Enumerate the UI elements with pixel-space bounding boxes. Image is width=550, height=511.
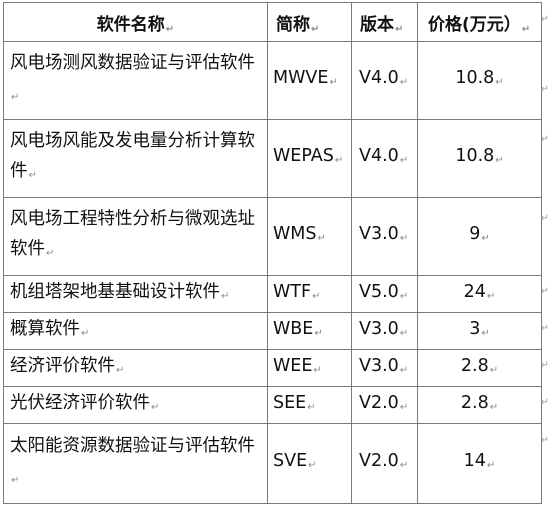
version-cell: V5.0↵ — [351, 275, 418, 313]
row-end-mark-icon: ↵ — [540, 134, 549, 145]
price-cell: 9↵ — [417, 197, 542, 276]
abbreviation-cell: WEPAS↵ — [267, 119, 352, 198]
software-name-cell: 太阳能资源数据验证与评估软件↵ — [3, 423, 268, 504]
table-row: 风电场工程特性分析与微观选址软件↵ WMS↵ V3.0↵ 9↵ — [3, 197, 542, 276]
price-cell: 14↵ — [417, 423, 542, 504]
table-row: 风电场测风数据验证与评估软件↵ MWVE↵ V4.0↵ 10.8↵ — [3, 41, 542, 120]
header-price: 价格(万元）↵ — [417, 2, 542, 42]
row-end-mark-icon: ↵ — [540, 14, 549, 25]
software-name-cell: 光伏经济评价软件↵ — [3, 386, 268, 424]
software-name-cell: 机组塔架地基基础设计软件↵ — [3, 275, 268, 313]
version-cell: V2.0↵ — [351, 423, 418, 504]
abbreviation-cell: SVE↵ — [267, 423, 352, 504]
software-name-cell: 概算软件↵ — [3, 312, 268, 350]
price-cell: 3↵ — [417, 312, 542, 350]
row-end-mark-icon: ↵ — [540, 360, 549, 371]
abbreviation-cell: WEE↵ — [267, 349, 352, 387]
price-cell: 10.8↵ — [417, 41, 542, 120]
table-row: 风电场风能及发电量分析计算软件↵ WEPAS↵ V4.0↵ 10.8↵ — [3, 119, 542, 198]
price-cell: 24↵ — [417, 275, 542, 313]
software-name-cell: 风电场风能及发电量分析计算软件↵ — [3, 119, 268, 198]
header-version: 版本↵ — [351, 2, 418, 42]
row-end-mark-icon: ↵ — [540, 84, 549, 95]
row-end-mark-icon: ↵ — [540, 323, 549, 334]
abbreviation-cell: WMS↵ — [267, 197, 352, 276]
version-cell: V3.0↵ — [351, 312, 418, 350]
software-name-cell: 经济评价软件↵ — [3, 349, 268, 387]
price-cell: 2.8↵ — [417, 349, 542, 387]
software-name-cell: 风电场测风数据验证与评估软件↵ — [3, 41, 268, 120]
row-end-mark-icon: ↵ — [540, 286, 549, 297]
version-cell: V2.0↵ — [351, 386, 418, 424]
price-cell: 2.8↵ — [417, 386, 542, 424]
version-cell: V3.0↵ — [351, 349, 418, 387]
table-row: 经济评价软件↵ WEE↵ V3.0↵ 2.8↵ — [3, 349, 542, 387]
price-cell: 10.8↵ — [417, 119, 542, 198]
row-end-mark-icon: ↵ — [540, 397, 549, 408]
abbreviation-cell: SEE↵ — [267, 386, 352, 424]
abbreviation-cell: WBE↵ — [267, 312, 352, 350]
abbreviation-cell: WTF↵ — [267, 275, 352, 313]
version-cell: V4.0↵ — [351, 41, 418, 120]
table-row: 机组塔架地基基础设计软件↵ WTF↵ V5.0↵ 24↵ — [3, 275, 542, 313]
abbreviation-cell: MWVE↵ — [267, 41, 352, 120]
header-software-name: 软件名称↵ — [3, 2, 268, 42]
header-row: 软件名称↵ 简称↵ 版本↵ 价格(万元）↵ — [3, 2, 542, 42]
table-row: 太阳能资源数据验证与评估软件↵ SVE↵ V2.0↵ 14↵ — [3, 423, 542, 504]
software-price-table: 软件名称↵ 简称↵ 版本↵ 价格(万元）↵ 风电场测风数据验证与评估软件↵ MW… — [3, 2, 542, 504]
row-end-mark-icon: ↵ — [540, 213, 549, 224]
version-cell: V4.0↵ — [351, 119, 418, 198]
table-row: 光伏经济评价软件↵ SEE↵ V2.0↵ 2.8↵ — [3, 386, 542, 424]
header-abbreviation: 简称↵ — [267, 2, 352, 42]
table-row: 概算软件↵ WBE↵ V3.0↵ 3↵ — [3, 312, 542, 350]
row-end-mark-icon: ↵ — [540, 435, 549, 446]
version-cell: V3.0↵ — [351, 197, 418, 276]
software-name-cell: 风电场工程特性分析与微观选址软件↵ — [3, 197, 268, 276]
